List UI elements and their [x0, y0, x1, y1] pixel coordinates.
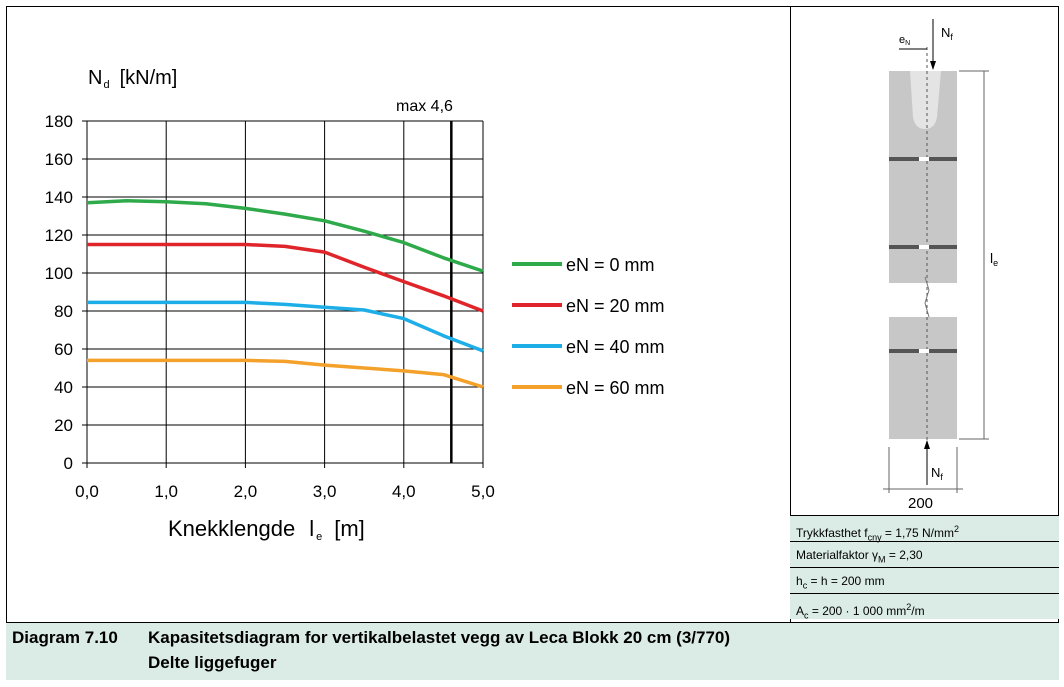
x-tick-label: 0,0 [75, 482, 99, 501]
y-tick-label: 0 [64, 454, 73, 473]
joint-gap [919, 349, 929, 353]
arrow-head-icon [930, 61, 936, 70]
y-tick-label: 20 [54, 416, 73, 435]
y-tick-label: 40 [54, 378, 73, 397]
joint-gap [919, 245, 929, 249]
break-mark [924, 276, 930, 318]
caption-title: Kapasitetsdiagram for vertikalbelastet v… [148, 628, 731, 647]
y-tick-label: 160 [45, 150, 73, 169]
panel-divider [790, 6, 791, 623]
x-tick-label: 5,0 [471, 482, 495, 501]
arrow-head-icon [924, 440, 930, 449]
series-line-2 [87, 242, 484, 313]
grid [86, 120, 484, 464]
top-force-label: Nf [941, 25, 953, 42]
x-tick-label: 4,0 [392, 482, 416, 501]
y-tick-label: 100 [45, 264, 73, 283]
caption-number: Diagram 7.10 [12, 628, 118, 647]
caption-subtitle: Delte liggefuger [148, 653, 277, 672]
x-tick-label: 1,0 [154, 482, 178, 501]
width-label: 200 [908, 495, 933, 512]
legend: eN = 0 mm eN = 20 mm eN = 40 mm eN = 60 mm [512, 255, 665, 398]
bottom-force-label: Nf [931, 465, 943, 482]
eccentricity-label: eN [899, 34, 910, 47]
y-tick-label: 60 [54, 340, 73, 359]
info-row-area: Ac = 200 · 1 000 mm2/m [790, 593, 1059, 620]
y-axis-label: Nd [kN/m] [88, 67, 177, 91]
figure-caption: Diagram 7.10 Kapasitetsdiagram for verti… [6, 622, 1059, 680]
legend-label-1: eN = 0 mm [566, 255, 655, 275]
legend-label-2: eN = 20 mm [566, 296, 665, 316]
y-tick-label: 80 [54, 302, 73, 321]
y-tick-label: 120 [45, 226, 73, 245]
joint-gap [919, 157, 929, 161]
info-row-material-factor: Materialfaktor γM = 2,30 [790, 541, 1059, 567]
stress-zone [910, 71, 941, 129]
series-line-4 [87, 358, 484, 389]
capacity-chart: 0 20 40 60 80 100 120 140 160 180 0,0 1,0 2,0 3,0 4,0 5… [45, 67, 665, 543]
x-tick-label: 3,0 [313, 482, 337, 501]
wall-lower-section [889, 317, 957, 439]
legend-label-3: eN = 40 mm [566, 337, 665, 357]
x-axis-label: Knekklengde l e [m] [168, 516, 365, 543]
max-annotation: max 4,6 [396, 98, 453, 115]
wall-section-figure: Nf eN le Nf 200 [883, 19, 998, 512]
legend-label-4: eN = 60 mm [566, 378, 665, 398]
axes: 0 20 40 60 80 100 120 140 160 180 0,0 1,0 2,0 3,0 4,0 5… [45, 112, 495, 501]
y-tick-label: 180 [45, 112, 73, 131]
series-line-1 [86, 199, 484, 273]
info-row-height: hc = h = 200 mm [790, 567, 1059, 593]
series [86, 199, 484, 389]
material-info-table: Trykkfasthet fcny = 1,75 N/mm2 Materialf… [790, 515, 1059, 620]
series-line-3 [87, 300, 484, 353]
x-tick-label: 2,0 [234, 482, 258, 501]
y-tick-label: 140 [45, 188, 73, 207]
length-label: le [990, 250, 998, 268]
info-row-compressive-strength: Trykkfasthet fcny = 1,75 N/mm2 [790, 515, 1059, 542]
